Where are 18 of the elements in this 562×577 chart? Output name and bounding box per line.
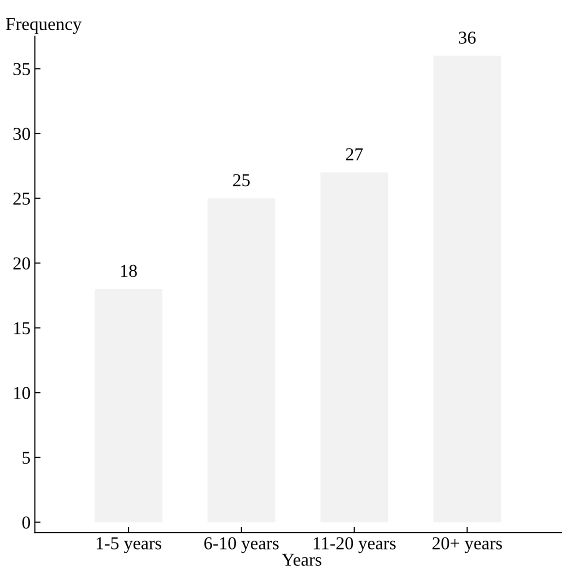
x-tick-label: 11-20 years: [314, 537, 396, 554]
x-tick-label: 1-5 years: [96, 537, 162, 554]
y-tick-label: 30: [13, 128, 30, 140]
x-tick-label: 6-10 years: [204, 537, 279, 554]
y-tick-label: 0: [22, 516, 30, 529]
data-label: 36: [458, 32, 476, 44]
y-tick-label: 10: [14, 386, 30, 400]
y-tick-label: 35: [13, 63, 30, 76]
data-label: 27: [346, 148, 363, 160]
x-axis-title: Years: [282, 554, 322, 566]
y-tick-label: 25: [13, 192, 30, 205]
y-axis-title: Frequency: [6, 18, 82, 34]
data-label: 25: [233, 174, 250, 186]
y-tick-label: 20: [13, 257, 30, 270]
y-tick-label: 15: [14, 322, 30, 334]
x-tick-label: 20+ years: [432, 537, 502, 554]
data-label: 18: [121, 264, 137, 277]
y-tick-label: 5: [22, 452, 30, 464]
